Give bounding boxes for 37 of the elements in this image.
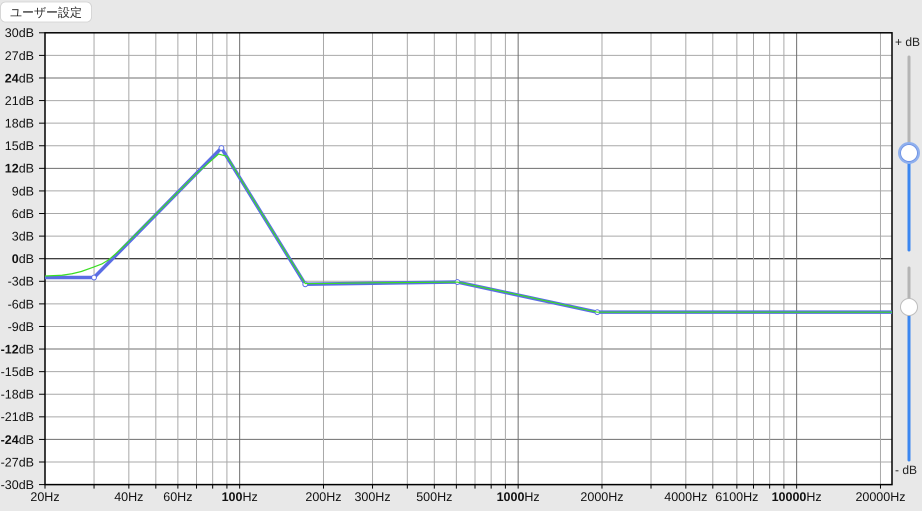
- y-tick-label: 6dB: [12, 206, 34, 221]
- x-tick-label: 6100Hz: [715, 490, 758, 504]
- x-tick-label: 1000Hz: [496, 490, 540, 504]
- y-tick-label: 9dB: [12, 184, 34, 198]
- y-tick-label: -3dB: [8, 274, 34, 289]
- y-tick-label: 3dB: [12, 229, 34, 244]
- x-tick-label: 300Hz: [354, 490, 391, 504]
- y-tick-label: -21dB: [0, 410, 34, 424]
- x-tick-label: 10000Hz: [772, 490, 822, 504]
- y-tick-label: 27dB: [4, 48, 34, 63]
- x-tick-label: 40Hz: [114, 490, 144, 504]
- x-tick-label: 2000Hz: [580, 490, 624, 504]
- y-tick-label: 30dB: [4, 26, 34, 40]
- y-tick-label: -15dB: [0, 365, 34, 380]
- button: ユーザー設定: [0, 2, 92, 22]
- y-tick-label: 15dB: [4, 139, 34, 154]
- y-tick-label: -27dB: [0, 455, 34, 470]
- y-tick-label: 0dB: [12, 252, 34, 266]
- x-tick-label: 20000Hz: [855, 490, 906, 504]
- y-tick-label: -30dB: [0, 478, 34, 492]
- x-tick-label: 500Hz: [416, 490, 452, 504]
- x-tick-label: 100Hz: [222, 490, 258, 504]
- x-tick-label: 4000Hz: [664, 490, 708, 504]
- y-tick-label: 18dB: [4, 116, 34, 131]
- y-tick-label: -9dB: [8, 320, 34, 334]
- text: - dB: [895, 463, 918, 477]
- text: + dB: [895, 35, 920, 49]
- x-tick-label: 60Hz: [163, 490, 192, 504]
- x-tick-label: 200Hz: [305, 490, 342, 504]
- y-tick-label: -18dB: [0, 388, 34, 402]
- y-tick-label: 24dB: [4, 71, 34, 86]
- y-tick-label: -12dB: [0, 342, 34, 356]
- y-tick-label: 21dB: [4, 94, 34, 108]
- x-tick-label: 20Hz: [30, 490, 60, 504]
- y-tick-label: -6dB: [8, 297, 34, 312]
- y-tick-label: 12dB: [4, 162, 34, 176]
- y-tick-label: -24dB: [0, 432, 34, 447]
